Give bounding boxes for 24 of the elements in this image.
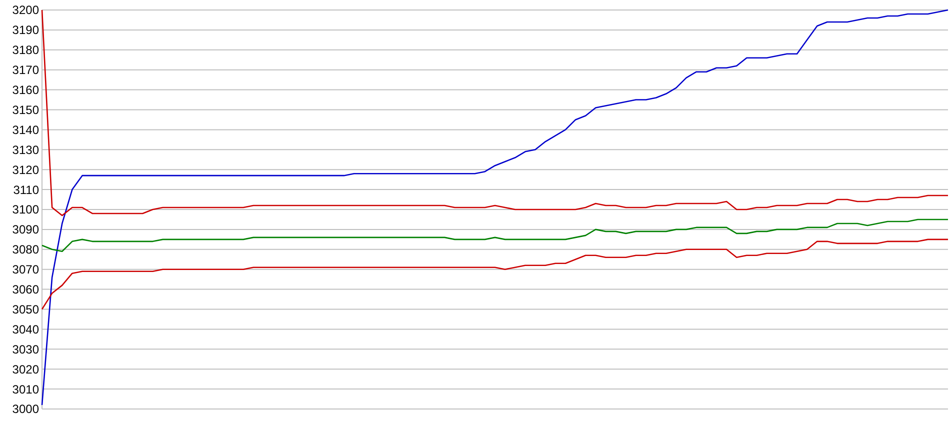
y-tick-label: 3140 (12, 122, 40, 137)
y-tick-label: 3090 (12, 222, 40, 237)
line-series (41, 218, 949, 252)
y-tick-label: 3180 (12, 43, 40, 58)
y-tick-label: 3050 (12, 302, 40, 316)
y-tick-label: 3070 (12, 262, 40, 277)
y-tick-label: 3130 (12, 142, 40, 157)
y-tick-label: 3100 (12, 202, 40, 217)
y-tick-label: 3020 (12, 362, 40, 376)
y-tick-label: 3040 (12, 322, 40, 336)
y-tick-label: 3200 (12, 3, 40, 18)
y-tick-label: 3060 (12, 282, 40, 296)
y-tick-label: 3030 (12, 342, 40, 356)
y-tick-label: 3160 (12, 83, 40, 97)
y-tick-label: 3080 (12, 242, 40, 257)
y-tick-label: 3120 (12, 162, 40, 177)
line-series (41, 238, 949, 310)
y-tick-label: 3170 (12, 63, 40, 78)
y-tick-label: 3110 (13, 182, 40, 197)
y-tick-label: 3000 (12, 402, 40, 416)
line-series (41, 9, 949, 406)
y-tick-label: 3150 (12, 102, 40, 117)
y-tick-label: 3010 (12, 382, 40, 396)
y-tick-label: 3190 (12, 23, 40, 38)
